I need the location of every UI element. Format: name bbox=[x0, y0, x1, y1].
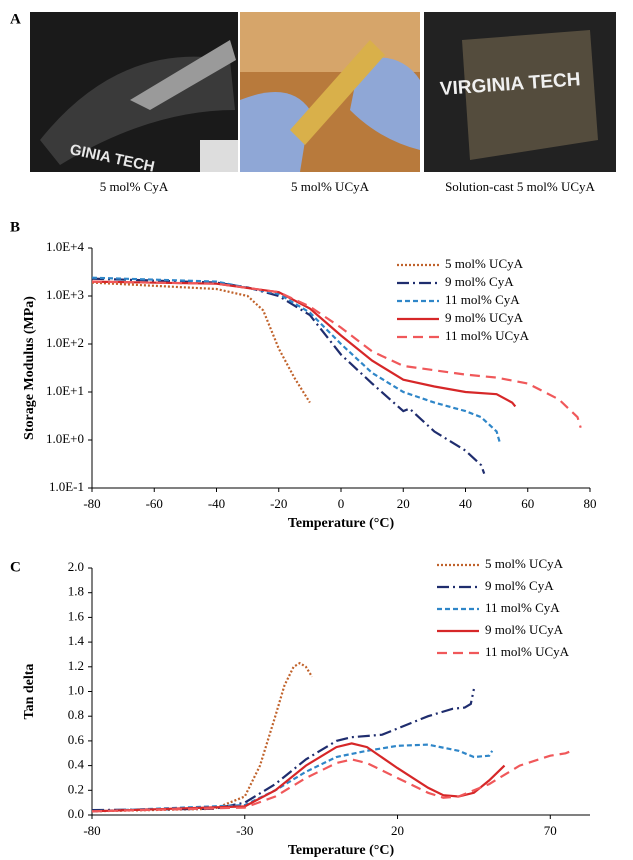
photo-caption: Solution-cast 5 mol% UCyA bbox=[445, 179, 595, 194]
legend-label: 5 mol% UCyA bbox=[445, 256, 524, 271]
legend-label: 9 mol% UCyA bbox=[485, 622, 564, 637]
x-tick-label: 40 bbox=[459, 496, 472, 511]
y-axis-title: Tan delta bbox=[22, 664, 37, 720]
y-tick-label: 1.4 bbox=[68, 633, 85, 648]
y-tick-label: 2.0 bbox=[68, 559, 84, 574]
x-tick-label: -20 bbox=[270, 496, 287, 511]
x-tick-label: -40 bbox=[208, 496, 225, 511]
series-line bbox=[91, 749, 573, 813]
y-tick-label: 1.0E+1 bbox=[46, 383, 84, 398]
y-tick-label: 1.0E+3 bbox=[46, 287, 84, 302]
x-tick-label: 60 bbox=[521, 496, 534, 511]
y-tick-label: 1.0 bbox=[68, 682, 84, 697]
y-tick-label: 1.0E+0 bbox=[46, 431, 84, 446]
legend-label: 11 mol% CyA bbox=[485, 600, 560, 615]
y-tick-label: 0.0 bbox=[68, 806, 84, 821]
y-tick-label: 1.0E-1 bbox=[49, 479, 84, 494]
photo bbox=[240, 12, 420, 172]
series-line bbox=[91, 277, 486, 474]
y-tick-label: 1.8 bbox=[68, 584, 84, 599]
y-axis-title: Storage Modulus (MPa) bbox=[22, 296, 37, 440]
y-tick-label: 1.6 bbox=[68, 608, 85, 623]
legend-label: 9 mol% CyA bbox=[485, 578, 554, 593]
y-tick-label: 0.2 bbox=[68, 781, 84, 796]
photo: VIRGINIA TECH bbox=[424, 12, 616, 172]
x-tick-label: 20 bbox=[397, 496, 410, 511]
x-tick-label: -80 bbox=[83, 823, 100, 838]
y-tick-label: 1.2 bbox=[68, 658, 84, 673]
x-tick-label: 80 bbox=[584, 496, 597, 511]
y-tick-label: 0.6 bbox=[68, 732, 85, 747]
x-axis-title: Temperature (°C) bbox=[288, 843, 395, 858]
series-line bbox=[91, 742, 506, 813]
series-line bbox=[91, 661, 313, 813]
photo-caption: 5 mol% CyA bbox=[100, 179, 169, 194]
y-tick-label: 0.8 bbox=[68, 707, 84, 722]
legend-label: 9 mol% UCyA bbox=[445, 310, 524, 325]
legend-label: 11 mol% UCyA bbox=[445, 328, 530, 343]
y-tick-label: 0.4 bbox=[68, 757, 85, 772]
series-line bbox=[91, 281, 311, 404]
x-tick-label: -30 bbox=[236, 823, 253, 838]
panel-label: A bbox=[10, 11, 21, 27]
legend-label: 5 mol% UCyA bbox=[485, 556, 564, 571]
photo: GINIA TECH bbox=[30, 12, 238, 176]
x-tick-label: 70 bbox=[544, 823, 557, 838]
y-tick-label: 1.0E+2 bbox=[46, 335, 84, 350]
series-line bbox=[91, 276, 501, 443]
series-line bbox=[91, 688, 475, 812]
x-tick-label: 20 bbox=[391, 823, 404, 838]
legend-label: 9 mol% CyA bbox=[445, 274, 514, 289]
panel-label: B bbox=[10, 219, 20, 235]
legend-label: 11 mol% CyA bbox=[445, 292, 520, 307]
x-tick-label: 0 bbox=[338, 496, 345, 511]
panel-label: C bbox=[10, 559, 21, 575]
x-tick-label: -60 bbox=[146, 496, 163, 511]
x-tick-label: -80 bbox=[83, 496, 100, 511]
x-axis-title: Temperature (°C) bbox=[288, 516, 395, 531]
legend-label: 11 mol% UCyA bbox=[485, 644, 570, 659]
y-tick-label: 1.0E+4 bbox=[46, 239, 85, 254]
photo-caption: 5 mol% UCyA bbox=[291, 179, 370, 194]
